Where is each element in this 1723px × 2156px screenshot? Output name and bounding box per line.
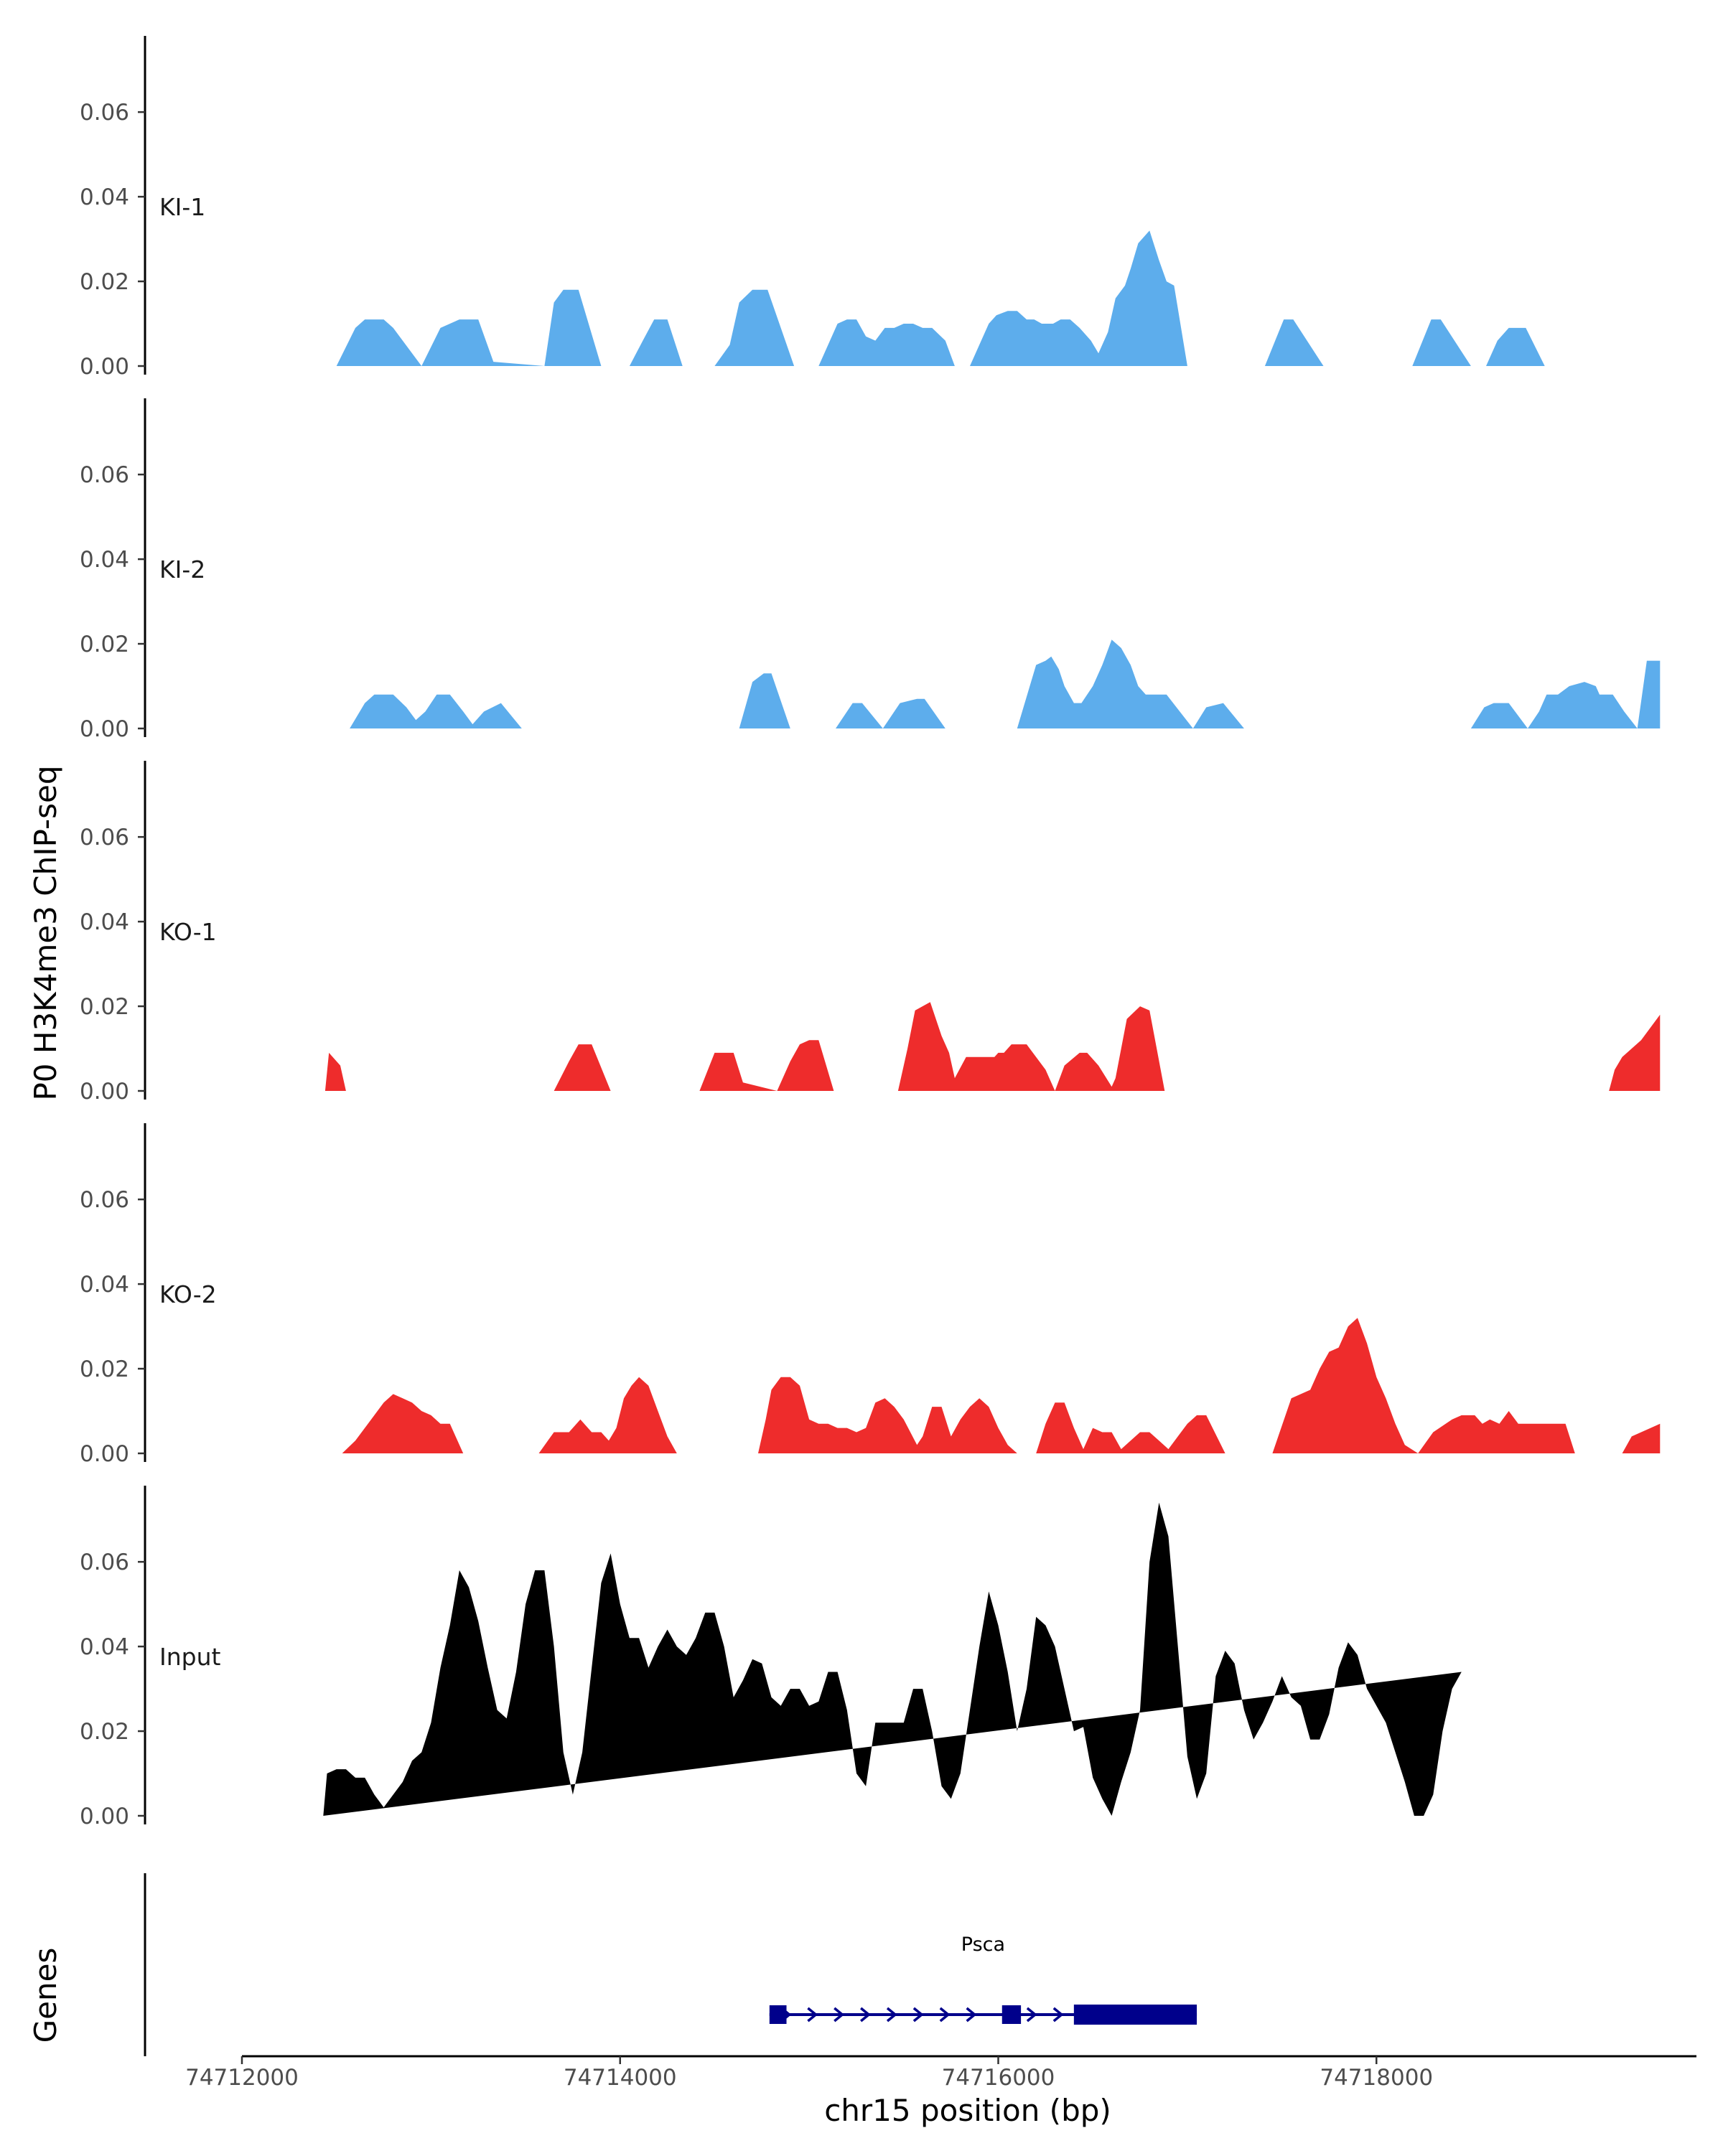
track-panel: 0.00 0.02 0.04 0.06 KI-2 — [80, 398, 1661, 742]
y-tick-label: 0.02 — [80, 632, 129, 657]
gene-track: Psca — [144, 1873, 1197, 2056]
strand-arrow-icon — [834, 2007, 845, 2023]
y-tick-label: 0.06 — [80, 462, 129, 488]
signal-area — [336, 230, 1545, 366]
strand-arrow-icon — [966, 2007, 977, 2023]
y-tick-label: 0.06 — [80, 825, 129, 850]
y-tick-label: 0.06 — [80, 100, 129, 126]
track-label: KI-1 — [159, 193, 205, 221]
y-tick-label: 0.04 — [80, 1634, 129, 1660]
gene-exon — [1001, 2005, 1022, 2024]
gene-exon — [769, 2005, 787, 2024]
track-panel: 0.00 0.02 0.04 0.06 KO-1 — [80, 761, 1661, 1105]
strand-arrow-icon — [1052, 2007, 1064, 2023]
y-tick-label: 0.02 — [80, 1719, 129, 1745]
y-tick-label: 0.00 — [80, 354, 129, 380]
x-axis-title: chr15 position (bp) — [824, 2093, 1111, 2128]
strand-arrow-icon — [1026, 2007, 1037, 2023]
strand-arrow-icon — [886, 2007, 897, 2023]
gene-exon — [1073, 2005, 1197, 2025]
x-tick-label: 74712000 — [185, 2065, 299, 2091]
signal-area — [342, 1318, 1661, 1453]
y-tick-label: 0.00 — [80, 1079, 129, 1105]
track-panel: 0.00 0.02 0.04 0.06 Input — [80, 1486, 1462, 1829]
tracks-group: 0.00 0.02 0.04 0.06 KI-1 0.00 0.02 0.04 0.06 KI-2… — [80, 36, 1661, 1829]
track-panel: 0.00 0.02 0.04 0.06 KI-1 — [80, 36, 1545, 380]
y-tick-label: 0.00 — [80, 716, 129, 742]
y-tick-label: 0.04 — [80, 909, 129, 935]
strand-arrow-icon — [807, 2007, 818, 2023]
y-tick-label: 0.04 — [80, 547, 129, 573]
strand-arrow-icon — [860, 2007, 871, 2023]
x-tick-label: 74716000 — [942, 2065, 1055, 2091]
signal-area — [324, 1002, 1661, 1091]
gene-name-label: Psca — [961, 1934, 1005, 1956]
track-panel: 0.00 0.02 0.04 0.06 KO-2 — [80, 1123, 1661, 1467]
y-tick-label: 0.00 — [80, 1804, 129, 1829]
track-label: Input — [159, 1643, 221, 1671]
y-tick-label: 0.04 — [80, 1272, 129, 1298]
y-axis-title: P0 H3K4me3 ChIP-seq — [28, 765, 63, 1100]
track-label: KO-2 — [159, 1280, 217, 1308]
x-tick-label: 74714000 — [564, 2065, 677, 2091]
y-tick-label: 0.02 — [80, 269, 129, 295]
y-tick-label: 0.02 — [80, 1356, 129, 1382]
y-tick-label: 0.00 — [80, 1441, 129, 1467]
signal-area — [350, 639, 1661, 728]
x-axis: 74712000 74714000 74716000 74718000 — [185, 2055, 1696, 2091]
y-tick-label: 0.06 — [80, 1187, 129, 1213]
strand-arrow-icon — [912, 2007, 924, 2023]
y-tick-label: 0.06 — [80, 1550, 129, 1575]
strand-arrow-icon — [939, 2007, 951, 2023]
y-tick-label: 0.04 — [80, 184, 129, 210]
genes-track-title: Genes — [28, 1948, 63, 2043]
x-tick-label: 74718000 — [1320, 2065, 1433, 2091]
track-label: KO-1 — [159, 918, 217, 946]
signal-area — [323, 1502, 1462, 1816]
track-label: KI-2 — [159, 556, 205, 583]
y-tick-label: 0.02 — [80, 994, 129, 1020]
